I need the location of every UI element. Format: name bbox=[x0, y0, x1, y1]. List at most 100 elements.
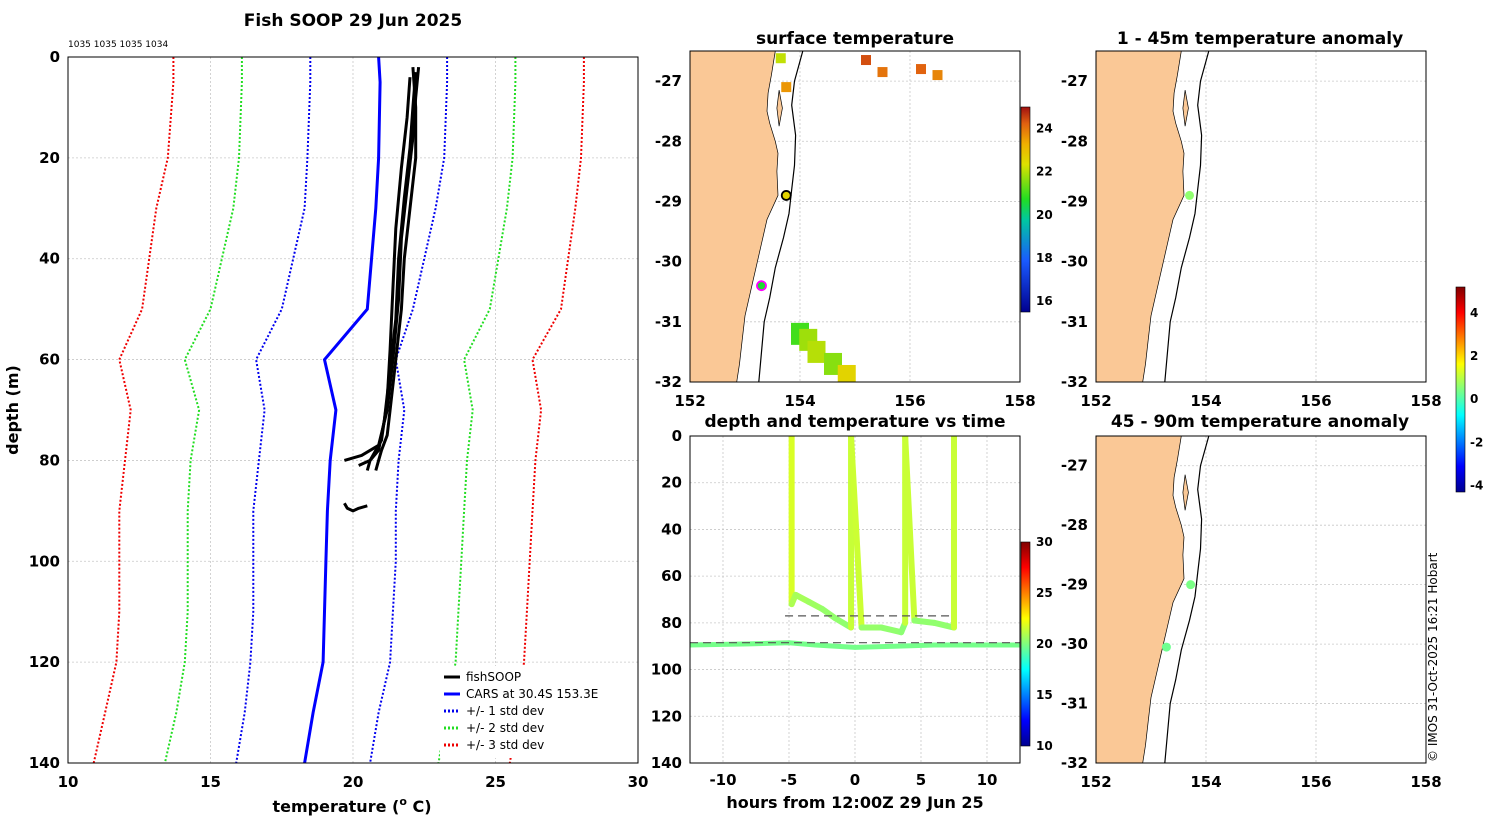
anomaly-colorbar-ticks: -4 -2 0 2 4 bbox=[1470, 306, 1483, 493]
profile-x-tick: 25 bbox=[485, 773, 506, 791]
time-cast-segment bbox=[848, 436, 865, 631]
time-y-tick: 120 bbox=[651, 707, 682, 725]
credit-text: © IMOS 31-Oct-2025 16:21 Hobart bbox=[1426, 552, 1440, 762]
anomaly1-x-tick: 158 bbox=[1410, 392, 1441, 410]
sst-data-patch bbox=[861, 55, 871, 66]
sst-data-patch bbox=[877, 67, 888, 78]
anomaly2-point bbox=[1161, 642, 1171, 652]
sst-land bbox=[690, 51, 779, 382]
profile-series-cars-at-30-4s-153-3e bbox=[303, 57, 382, 763]
anomaly2-point bbox=[1186, 580, 1196, 590]
anomaly2-x-tick: 152 bbox=[1080, 773, 1111, 791]
time-data bbox=[690, 436, 1020, 650]
sst-x-tick: 158 bbox=[1004, 392, 1035, 410]
anomaly1-isobath bbox=[1164, 51, 1210, 382]
time-colorbar bbox=[1020, 541, 1031, 747]
pressure-values: 1035 1035 1035 1034 bbox=[68, 40, 168, 50]
time-cast-segment bbox=[902, 436, 918, 624]
profile-fishsoop-cast bbox=[374, 66, 418, 471]
anomaly1-ticks: 152 154 156 158 -27 -28 -29 -30 -31 -32 bbox=[1061, 72, 1442, 410]
time-x-tick: 10 bbox=[977, 771, 998, 789]
sst-island bbox=[776, 90, 783, 127]
sst-map bbox=[690, 51, 1020, 382]
anomaly1-y-tick: -28 bbox=[1061, 132, 1088, 150]
profile-series--2-std-dev bbox=[163, 57, 243, 763]
sst-y-tick: -27 bbox=[655, 72, 682, 90]
profile-fishsoop-cast bbox=[343, 502, 368, 513]
profile-x-label: temperature (o C) bbox=[272, 795, 431, 816]
time-title: depth and temperature vs time bbox=[705, 412, 1006, 432]
profile-series--3-std-dev bbox=[508, 57, 585, 763]
time-y-tick: 140 bbox=[651, 754, 682, 772]
profile-y-label: depth (m) bbox=[3, 365, 22, 455]
anomaly1-x-tick: 152 bbox=[1080, 392, 1111, 410]
anomaly2-x-tick: 154 bbox=[1190, 773, 1221, 791]
sst-data-patch bbox=[916, 64, 926, 75]
sst-y-tick: -28 bbox=[655, 132, 682, 150]
anomaly2-map bbox=[1096, 436, 1426, 763]
time-y-tick: 20 bbox=[661, 474, 682, 492]
anomaly2-land bbox=[1096, 436, 1185, 763]
profile-x-tick: 30 bbox=[628, 773, 649, 791]
profile-series--3-std-dev bbox=[92, 57, 175, 763]
sst-data-patch bbox=[824, 352, 842, 375]
profile-y-tick: 80 bbox=[39, 451, 60, 469]
time-x-tick: 0 bbox=[850, 771, 860, 789]
anomaly1-x-tick: 156 bbox=[1300, 392, 1331, 410]
legend-cars: CARS at 30.4S 153.3E bbox=[466, 687, 598, 701]
anomaly1-panel: 1 - 45m temperature anomaly 152 154 156 158… bbox=[1061, 29, 1442, 410]
sst-colorbar-tick: 22 bbox=[1036, 165, 1053, 179]
sst-data-patch bbox=[807, 340, 826, 363]
sst-x-tick: 156 bbox=[894, 392, 925, 410]
sst-y-tick: -31 bbox=[655, 313, 682, 331]
anomaly1-title: 1 - 45m temperature anomaly bbox=[1117, 29, 1403, 49]
anomaly2-axes-frame bbox=[1095, 435, 1427, 764]
anomaly1-y-tick: -27 bbox=[1061, 72, 1088, 90]
anomaly2-island bbox=[1182, 474, 1189, 511]
time-y-tick: 0 bbox=[672, 427, 682, 445]
profile-series--2-std-dev bbox=[437, 57, 517, 763]
anomaly-colorbar-tick: -4 bbox=[1470, 479, 1483, 493]
sst-y-tick: -30 bbox=[655, 253, 682, 271]
time-colorbar-tick: 25 bbox=[1036, 586, 1053, 600]
legend-std3: +/- 3 std dev bbox=[466, 738, 544, 752]
time-x-tick: -5 bbox=[781, 771, 798, 789]
profile-y-tick: 0 bbox=[50, 48, 60, 66]
anomaly2-panel: 45 - 90m temperature anomaly 152 154 156 15… bbox=[1061, 412, 1442, 791]
time-x-tick: 5 bbox=[916, 771, 926, 789]
profile-x-tick: 20 bbox=[343, 773, 364, 791]
sst-x-tick: 154 bbox=[784, 392, 815, 410]
sst-colorbar-tick: 20 bbox=[1036, 208, 1053, 222]
sst-colorbar-ticks: 16 18 20 22 24 bbox=[1036, 122, 1053, 309]
anomaly1-axes-frame bbox=[1095, 50, 1427, 383]
anomaly1-y-tick: -29 bbox=[1061, 192, 1088, 210]
anomaly-colorbar-tick: 2 bbox=[1470, 349, 1478, 363]
anomaly1-y-tick: -31 bbox=[1061, 313, 1088, 331]
sst-y-tick: -32 bbox=[655, 373, 682, 391]
sst-colorbar-tick: 16 bbox=[1036, 294, 1053, 308]
sst-data-patch bbox=[781, 82, 792, 93]
profile-grid bbox=[68, 57, 638, 763]
anomaly1-map bbox=[1096, 51, 1426, 382]
sst-y-tick: -29 bbox=[655, 192, 682, 210]
time-y-tick: 60 bbox=[661, 567, 682, 585]
time-colorbar-tick: 15 bbox=[1036, 688, 1053, 702]
profile-y-tick: 20 bbox=[39, 149, 60, 167]
time-colorbar-tick: 20 bbox=[1036, 637, 1053, 651]
profile-y-tick: 60 bbox=[39, 351, 60, 369]
time-bottom-track bbox=[690, 640, 1020, 650]
anomaly2-x-tick: 156 bbox=[1300, 773, 1331, 791]
anomaly2-y-tick: -31 bbox=[1061, 695, 1088, 713]
time-y-tick: 80 bbox=[661, 614, 682, 632]
profile-y-tick: 40 bbox=[39, 250, 60, 268]
profile-fishsoop-cast bbox=[343, 66, 421, 462]
sst-data-patch bbox=[837, 364, 856, 382]
anomaly-colorbar bbox=[1455, 286, 1466, 493]
anomaly-colorbar-tick: -2 bbox=[1470, 435, 1483, 449]
anomaly2-x-tick: 158 bbox=[1410, 773, 1441, 791]
time-colorbar-ticks: 10 15 20 25 30 bbox=[1036, 535, 1053, 753]
sst-isobath bbox=[758, 51, 804, 382]
profile-y-tick: 120 bbox=[29, 653, 60, 671]
